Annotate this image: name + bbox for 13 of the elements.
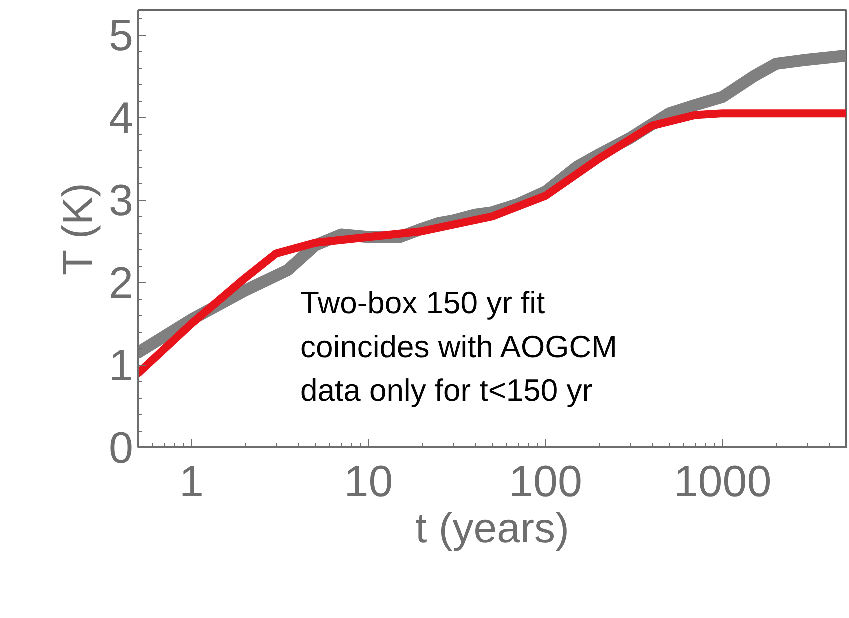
annotation: Two-box 150 yr fit coincides with AOGCM data only for t<150 yr bbox=[300, 286, 618, 408]
x-tick-label: 1 bbox=[180, 458, 204, 506]
y-tick-label: 3 bbox=[109, 176, 134, 226]
y-tick-label: 2 bbox=[109, 259, 134, 308]
y-tick-label: 4 bbox=[109, 94, 134, 144]
x-tick-label: 100 bbox=[509, 458, 582, 506]
y-axis-title: T (K) bbox=[54, 183, 102, 276]
y-tick-label: 5 bbox=[109, 12, 134, 61]
x-tick-label: 1000 bbox=[674, 458, 772, 506]
x-tick-label: 10 bbox=[344, 458, 394, 506]
y-tick-label: 0 bbox=[109, 424, 134, 473]
y-tick-label: 1 bbox=[109, 342, 134, 391]
x-axis-title: t (years) bbox=[415, 504, 570, 552]
